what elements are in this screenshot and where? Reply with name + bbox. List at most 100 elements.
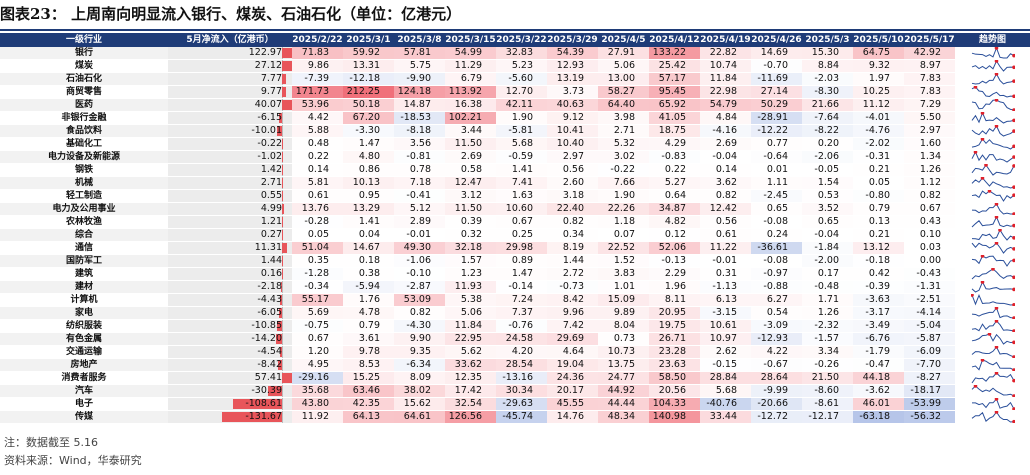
weekly-value: 54.79 (700, 98, 751, 112)
trend-max-dot (994, 398, 998, 401)
trend-line (971, 190, 1014, 202)
weekly-value: 4.84 (700, 111, 751, 125)
weekly-value: 1.34 (904, 150, 955, 164)
weekly-value: 2.60 (547, 176, 598, 190)
trend-line (971, 294, 1014, 306)
weekly-value: 5.23 (496, 59, 547, 73)
may-flow-cell: 0.16 (168, 267, 292, 281)
trend-sparkline-cell (955, 268, 1030, 281)
table-row: 石油石化 7.77 -7.39 -12.18 -9.90 6.79 -5.60 13.19 13… (0, 72, 1030, 86)
weekly-value: -0.04 (700, 150, 751, 164)
weekly-value: -4.01 (853, 111, 904, 125)
weekly-value: 10.40 (547, 137, 598, 151)
table-row: 银行 122.97 71.83 59.92 57.81 54.99 32.83 54.39 27… (0, 47, 1030, 60)
weekly-value: -11.69 (751, 72, 802, 86)
trend-last-dot (1011, 212, 1015, 215)
weekly-value: 3.12 (445, 189, 496, 203)
weekly-value: 0.01 (751, 163, 802, 177)
weekly-value: 24.36 (547, 371, 598, 385)
weekly-value: 50.18 (343, 98, 394, 112)
weekly-value: 0.95 (343, 189, 394, 203)
weekly-value: -63.18 (853, 410, 904, 424)
trend-max-dot (994, 320, 998, 323)
may-flow-cell: 0.55 (168, 189, 292, 203)
weekly-value: 1.57 (445, 254, 496, 268)
weekly-value: 10.74 (700, 59, 751, 73)
weekly-value: 50.29 (751, 98, 802, 112)
industry-name: 纺织服装 (0, 319, 168, 333)
weekly-value: 4.80 (343, 150, 394, 164)
trend-sparkline (971, 177, 1015, 189)
weekly-value: 44.18 (853, 371, 904, 385)
column-header: 5月净流入（亿港币） (168, 33, 292, 47)
column-header: 2025/3/8 (394, 33, 445, 47)
weekly-value: -0.08 (751, 215, 802, 229)
may-flow-bar (279, 308, 282, 318)
weekly-value: 13.31 (343, 59, 394, 73)
weekly-value: -20.66 (751, 397, 802, 411)
trend-line (971, 372, 1014, 384)
may-flow-cell: -1.02 (168, 150, 292, 164)
trend-last-dot (1011, 329, 1015, 332)
trend-last-dot (1011, 185, 1015, 189)
trend-last-dot (1011, 144, 1015, 149)
weekly-value: -2.87 (394, 280, 445, 294)
weekly-value: 133.22 (649, 47, 700, 60)
weekly-value: 2.29 (649, 267, 700, 281)
weekly-value: 10.41 (547, 124, 598, 138)
weekly-value: 0.43 (904, 215, 955, 229)
weekly-value: 22.26 (598, 202, 649, 216)
weekly-value: 58.27 (598, 85, 649, 99)
weekly-value: 102.21 (445, 111, 496, 125)
may-flow-value: -1.02 (257, 151, 282, 162)
weekly-value: -0.41 (394, 189, 445, 203)
weekly-value: 13.19 (547, 72, 598, 86)
weekly-value: 0.21 (853, 228, 904, 242)
weekly-value: 2.97 (547, 150, 598, 164)
weekly-value: 1.52 (598, 254, 649, 268)
weekly-value: 0.24 (751, 228, 802, 242)
weekly-value: 5.81 (292, 176, 343, 190)
weekly-value: 1.97 (853, 72, 904, 86)
may-flow-value: 40.07 (254, 99, 282, 110)
may-flow-bar (282, 74, 286, 84)
weekly-value: 1.90 (496, 111, 547, 125)
weekly-value: 43.80 (292, 397, 343, 411)
weekly-value: 5.62 (445, 345, 496, 359)
weekly-value: 3.73 (547, 85, 598, 99)
may-flow-cell: 1.42 (168, 163, 292, 177)
weekly-value: 46.01 (853, 397, 904, 411)
may-flow-bar (275, 334, 282, 344)
table-row: 消费者服务 57.41 -29.16 15.25 8.09 12.35 -13.16 24.3… (0, 371, 1030, 385)
trend-max-dot (994, 372, 998, 375)
trend-sparkline (971, 268, 1015, 280)
weekly-value: 8.97 (904, 59, 955, 73)
may-flow-value: 1.42 (260, 164, 282, 175)
weekly-value: 4.42 (292, 111, 343, 125)
weekly-value: 7.18 (394, 176, 445, 190)
weekly-value: 24.77 (598, 371, 649, 385)
weekly-value: 3.61 (343, 332, 394, 346)
industry-name: 煤炭 (0, 59, 168, 73)
table-row: 建筑 0.16 -1.28 0.38 -0.10 1.23 1.47 2.72 3.83 2.29… (0, 267, 1030, 281)
may-flow-bar (282, 61, 292, 71)
weekly-value: 0.73 (598, 332, 649, 346)
weekly-value: 3.44 (445, 124, 496, 138)
trend-line (971, 216, 1014, 228)
weekly-value: 0.07 (598, 228, 649, 242)
column-header: 2025/4/19 (700, 33, 751, 47)
weekly-value: -2.00 (802, 254, 853, 268)
weekly-value: -0.31 (853, 150, 904, 164)
column-header: 2025/5/17 (904, 33, 955, 47)
weekly-value: 0.61 (700, 228, 751, 242)
weekly-value: -53.99 (904, 397, 955, 411)
weekly-value: 0.21 (853, 163, 904, 177)
weekly-value: -0.22 (598, 163, 649, 177)
weekly-value: 0.14 (292, 163, 343, 177)
weekly-value: 8.04 (598, 319, 649, 333)
may-flow-value: 0.55 (260, 190, 282, 201)
chart-title: 图表23： 上周南向明显流入银行、煤炭、石油石化（单位：亿港元） (0, 3, 1030, 31)
weekly-value: 14.67 (343, 241, 394, 255)
weekly-value: -4.14 (904, 306, 955, 320)
trend-last-dot (1011, 53, 1015, 58)
